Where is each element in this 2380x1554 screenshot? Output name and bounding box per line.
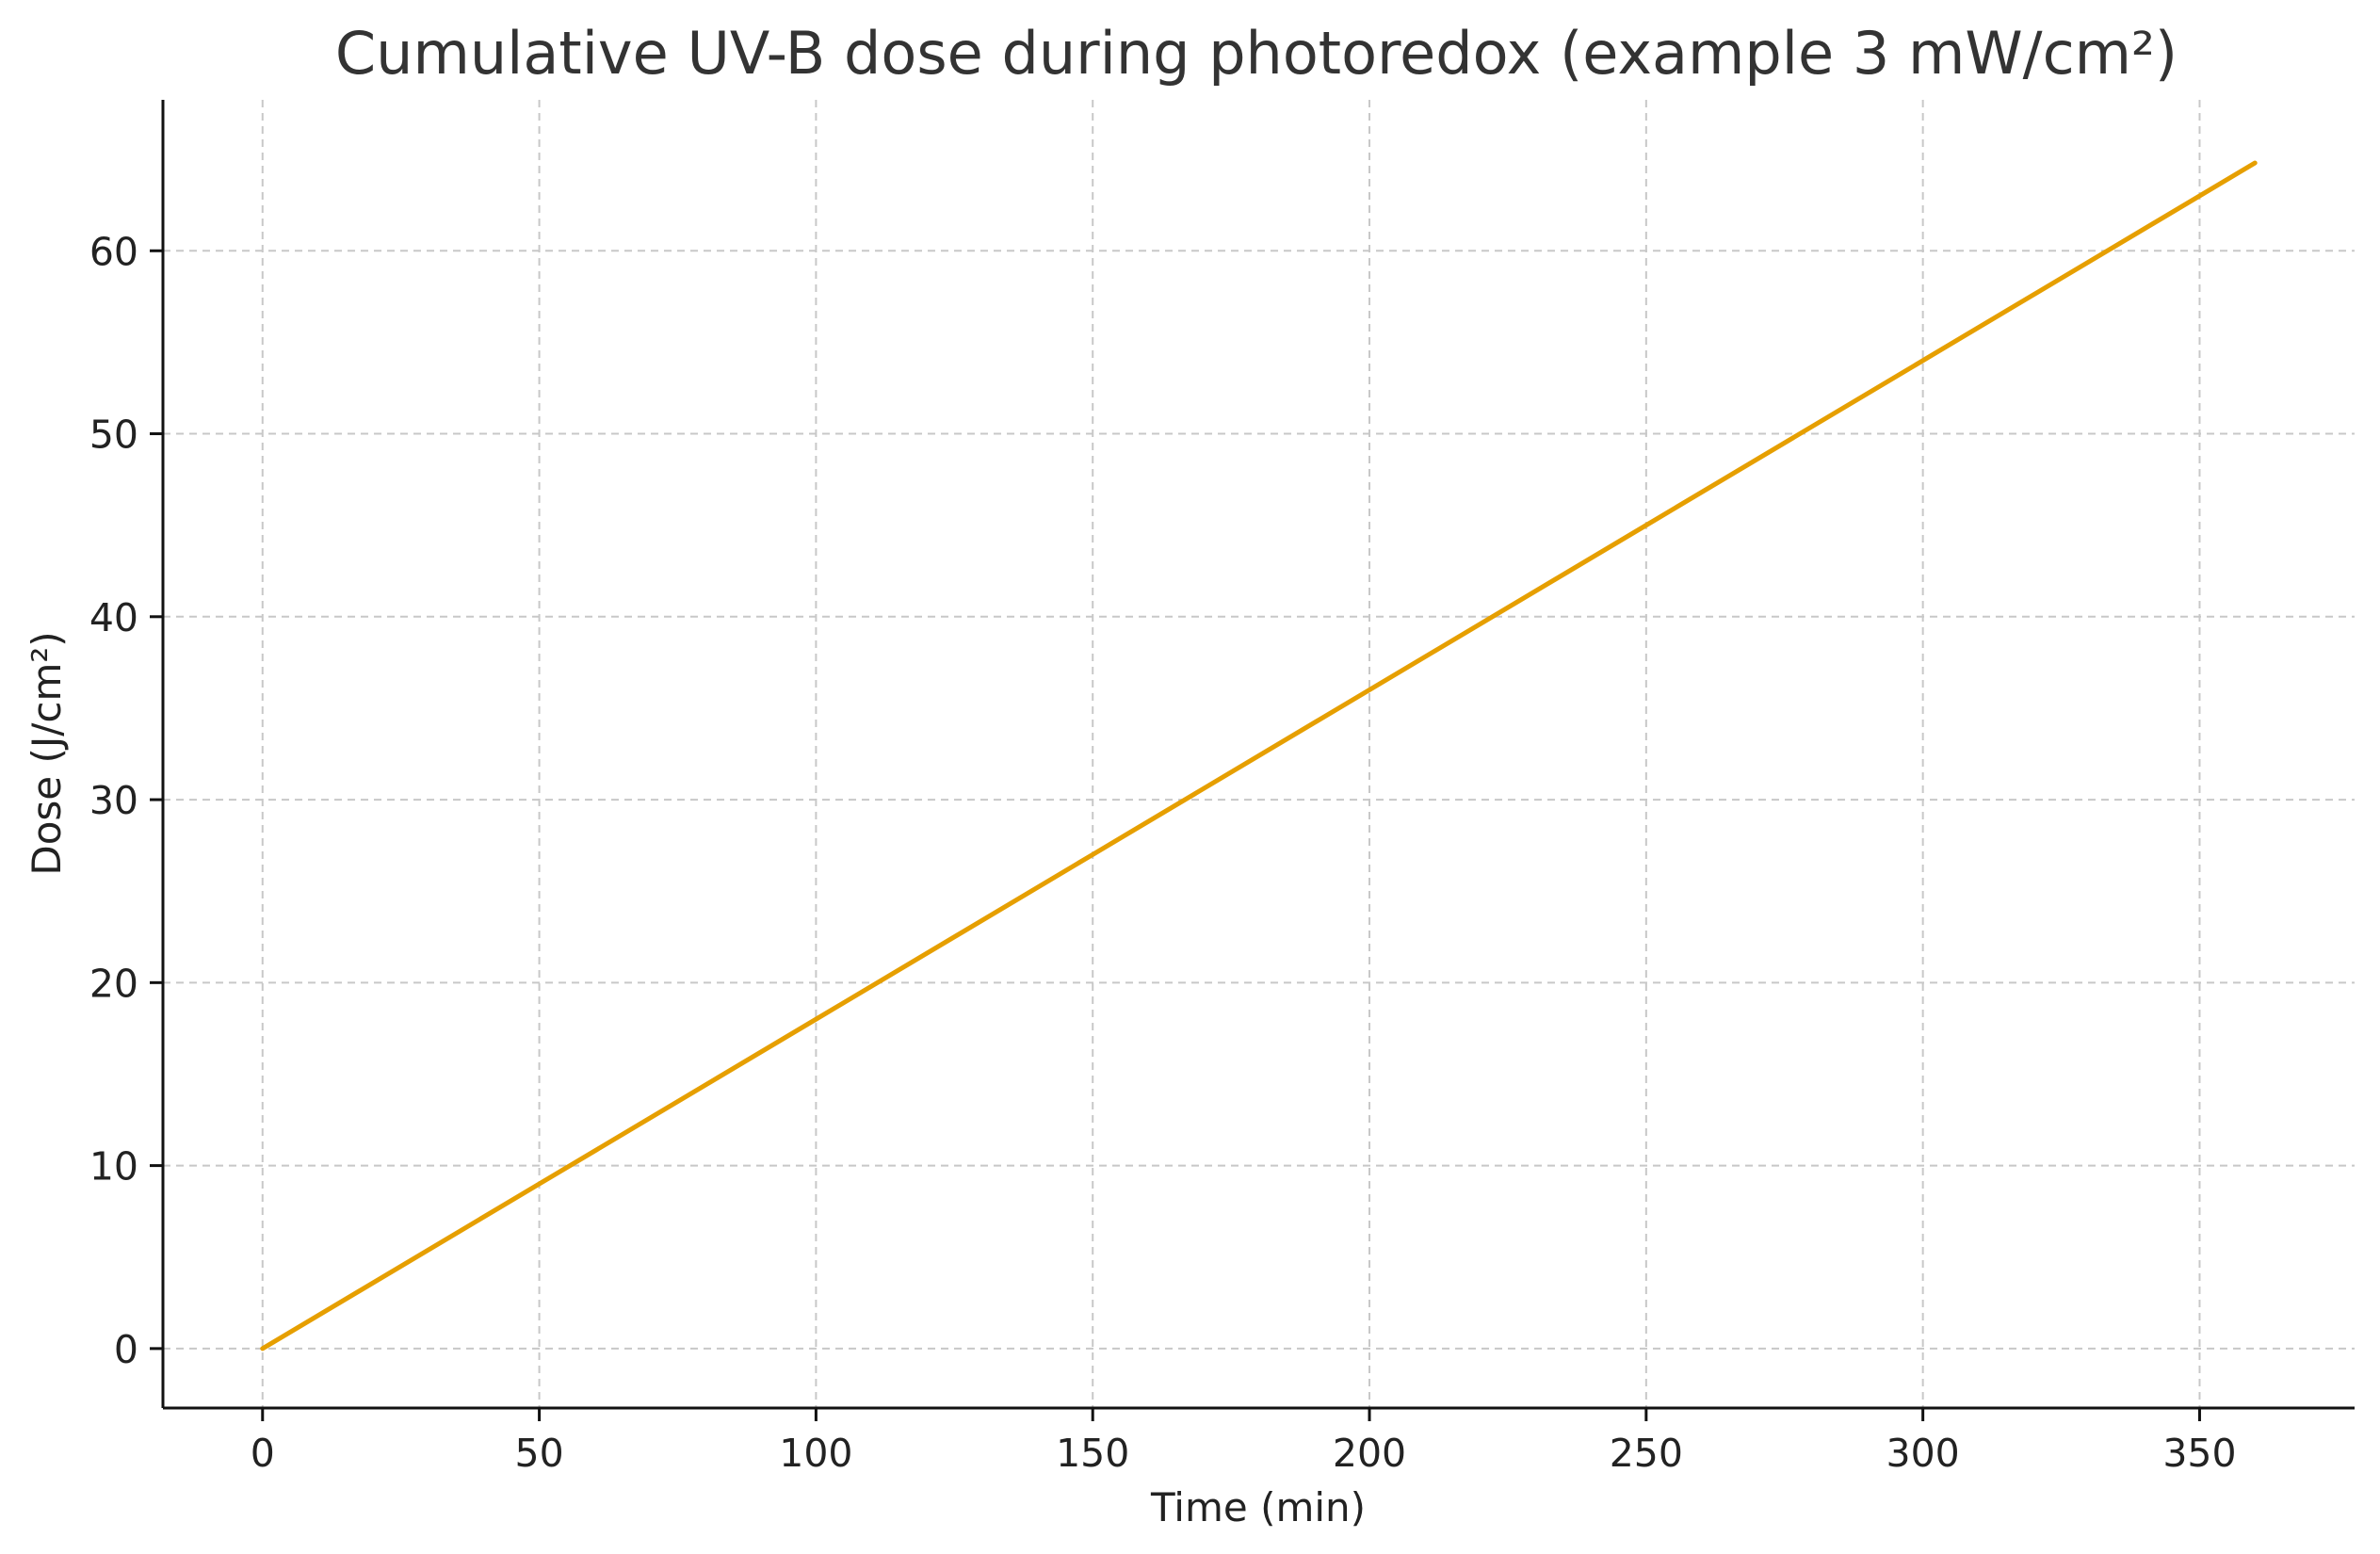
x-tick-label: 100 [779,1431,852,1476]
x-axis-label: Time (min) [1150,1484,1366,1530]
y-tick-label: 30 [89,778,138,823]
y-tick-label: 20 [89,961,138,1006]
series-layer [260,160,2258,1352]
x-tick-label: 50 [514,1431,563,1476]
y-tick-label: 60 [89,229,138,274]
x-tick-label: 250 [1610,1431,1683,1476]
x-tick-label: 300 [1886,1431,1960,1476]
y-tick-label: 40 [89,595,138,640]
x-tick-label: 150 [1056,1431,1129,1476]
y-tick-label: 10 [89,1144,138,1190]
x-tick-label: 0 [251,1431,275,1476]
axes-layer [161,100,2355,1410]
y-tick-label: 0 [114,1327,138,1372]
chart-title: Cumulative UV-B dose during photoredox (… [335,19,2178,88]
x-tick-label: 350 [2162,1431,2236,1476]
y-axis-label: Dose (J/cm²) [24,631,70,875]
series-line [260,160,2258,1352]
y-tick-label: 50 [89,413,138,458]
grid-layer [163,100,2355,1408]
tick-layer: 0 50 100 150 200 250 300 350 0 10 20 30 40 50 60 [89,229,2237,1476]
x-tick-label: 200 [1333,1431,1406,1476]
